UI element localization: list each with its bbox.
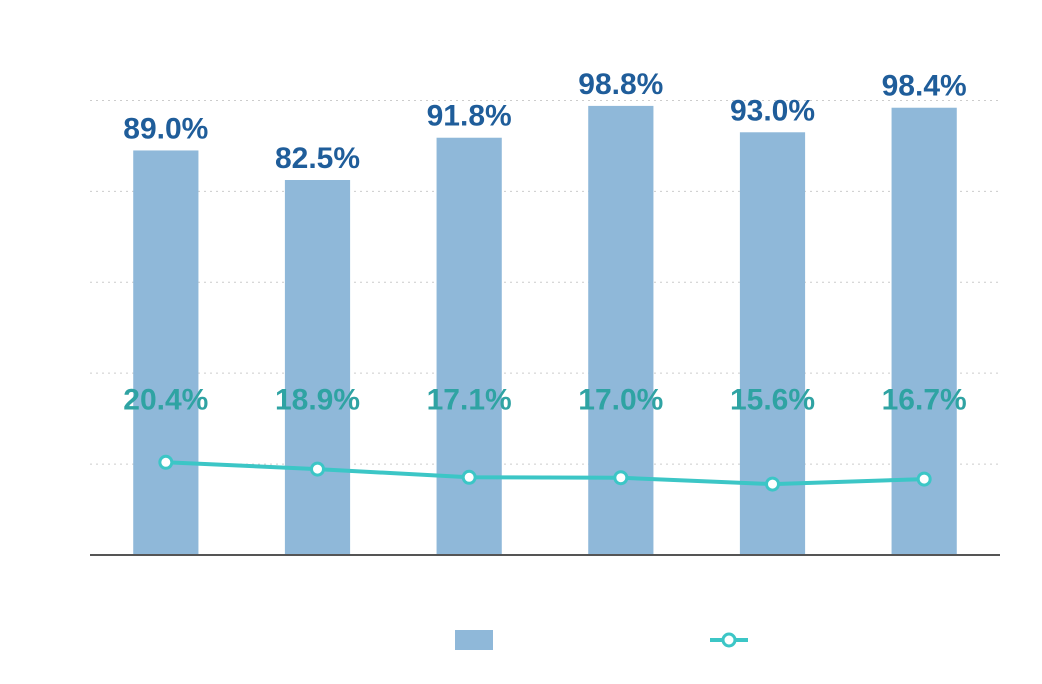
highlight-band: [90, 373, 1000, 464]
bar-value-label: 91.8%: [427, 100, 512, 133]
legend-line-marker: [723, 634, 735, 646]
bar: [285, 180, 350, 555]
chart-container: 89.0% 82.5% 91.8% 98.8% 93.0% 98.4% 20.4% 18.9%…: [0, 0, 1042, 684]
line-marker: [918, 473, 930, 485]
line-marker: [767, 478, 779, 490]
bar-value-label: 89.0%: [123, 112, 208, 145]
line-value-label: 17.0%: [578, 384, 663, 417]
bar: [133, 150, 198, 555]
line-marker: [160, 456, 172, 468]
line-marker: [463, 471, 475, 483]
bar: [892, 108, 957, 555]
line-value-label: 16.7%: [882, 384, 967, 417]
line-value-label: 18.9%: [275, 384, 360, 417]
bar-value-label: 82.5%: [275, 142, 360, 175]
line-value-label: 15.6%: [730, 384, 815, 417]
line-marker: [615, 472, 627, 484]
line-value-label: 20.4%: [123, 384, 208, 417]
bar-value-label: 98.8%: [578, 68, 663, 101]
line-marker: [312, 463, 324, 475]
line-value-label: 17.1%: [427, 384, 512, 417]
combo-chart: 89.0% 82.5% 91.8% 98.8% 93.0% 98.4% 20.4% 18.9%…: [0, 0, 1042, 684]
bar: [437, 138, 502, 555]
bar-value-label: 98.4%: [882, 70, 967, 103]
bar: [588, 106, 653, 555]
bar-value-label: 93.0%: [730, 94, 815, 127]
legend-bar-swatch: [455, 630, 493, 650]
